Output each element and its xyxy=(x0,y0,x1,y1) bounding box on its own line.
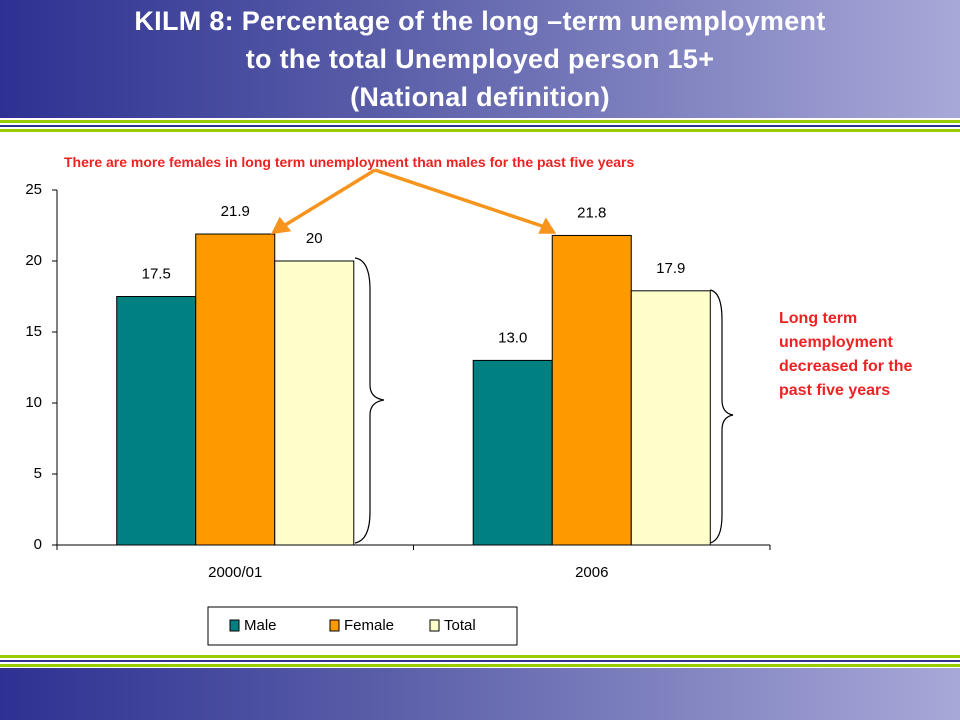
value-label: 21.8 xyxy=(577,204,606,221)
legend-label: Female xyxy=(344,617,394,634)
legend-swatch xyxy=(429,619,440,632)
x-tick-label: 2000/01 xyxy=(208,564,262,581)
y-tick-label: 25 xyxy=(25,181,42,198)
arrows xyxy=(270,168,557,235)
value-label: 17.5 xyxy=(142,265,171,282)
brace xyxy=(709,289,734,544)
y-tick-label: 0 xyxy=(34,536,42,553)
bar xyxy=(274,260,355,546)
value-label: 13.0 xyxy=(498,329,527,346)
brace xyxy=(354,257,385,544)
x-tick-label: 2006 xyxy=(575,564,608,581)
legend-swatch xyxy=(229,619,240,632)
y-tick-label: 15 xyxy=(25,323,42,340)
plot: 0 5 10 15 20 25 2000/01 17.5 21.9 20 2006 13.0 21.8 1… xyxy=(25,181,771,646)
legend-box xyxy=(207,606,518,646)
value-label: 20 xyxy=(306,230,323,247)
y-tick-label: 10 xyxy=(25,394,42,411)
legend-swatch xyxy=(329,619,340,632)
annotation: There are more females in long term unem… xyxy=(64,154,635,170)
annotation: Long term unemployment decreased for the… xyxy=(779,310,913,399)
legend-label: Male xyxy=(244,617,277,634)
y-tick-label: 5 xyxy=(34,465,42,482)
slide-title: KILM 8: Percentage of the long –term une… xyxy=(134,6,826,112)
bar xyxy=(195,233,276,546)
stripes xyxy=(0,120,960,667)
bar xyxy=(630,290,711,546)
header-band xyxy=(0,0,960,118)
footer-band xyxy=(0,668,960,720)
bar xyxy=(551,234,632,546)
bar xyxy=(116,296,197,546)
legend-label: Total xyxy=(444,617,476,634)
bar xyxy=(472,359,553,546)
legend: Male Female Total xyxy=(207,606,518,646)
y-tick-label: 20 xyxy=(25,252,42,269)
value-label: 21.9 xyxy=(221,203,250,220)
value-label: 17.9 xyxy=(656,260,685,277)
